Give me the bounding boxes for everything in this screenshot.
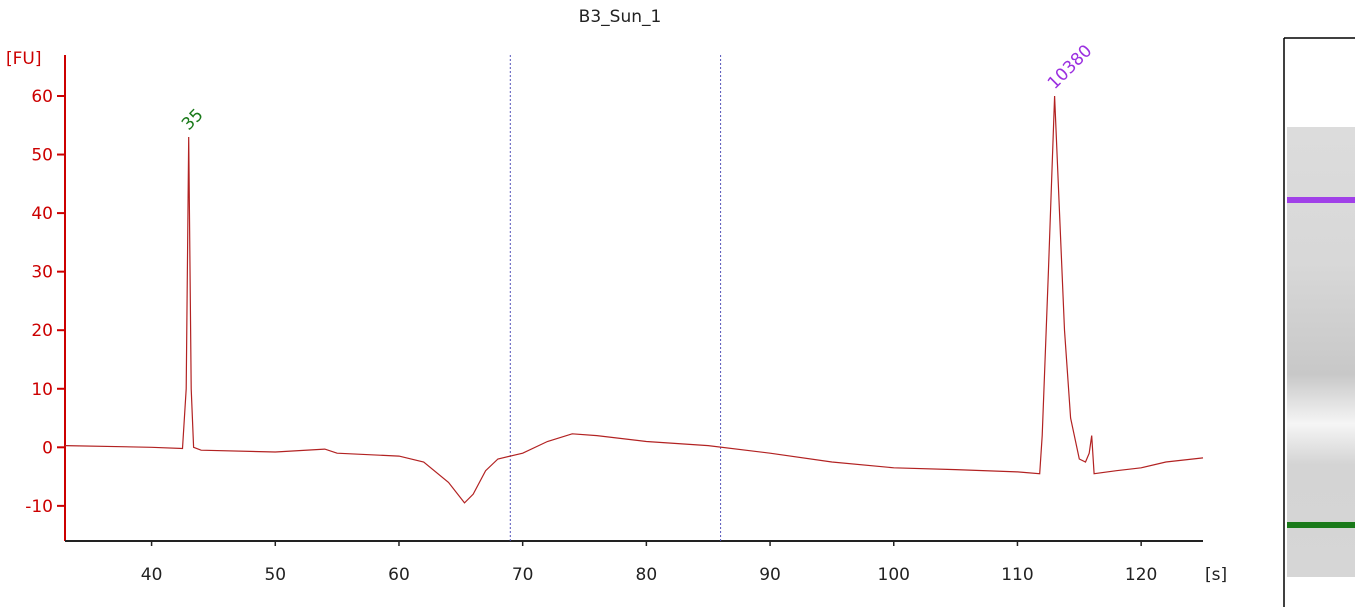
x-tick-label: 120 bbox=[1125, 565, 1157, 585]
x-tick-label: 60 bbox=[388, 565, 410, 585]
x-tick-label: 70 bbox=[512, 565, 534, 585]
x-tick-label: 40 bbox=[141, 565, 163, 585]
peak-label: 35 bbox=[178, 105, 207, 134]
trace bbox=[64, 95, 1204, 504]
y-tick-label: -10 bbox=[25, 497, 53, 517]
y-tick-label: 50 bbox=[31, 146, 53, 166]
x-axis-label: [s] bbox=[1205, 565, 1227, 585]
y-axis-label: [FU] bbox=[6, 49, 42, 69]
y-tick-label: 20 bbox=[31, 321, 53, 341]
y-tick-label: 60 bbox=[31, 87, 53, 107]
y-tick-label: 40 bbox=[31, 204, 53, 224]
peak-label: 10380 bbox=[1044, 41, 1096, 93]
x-tick-label: 110 bbox=[1001, 565, 1033, 585]
x-tick-label: 50 bbox=[264, 565, 286, 585]
y-tick-label: 0 bbox=[42, 438, 53, 458]
x-tick-label: 80 bbox=[636, 565, 658, 585]
gel-lane bbox=[1283, 37, 1355, 607]
chart-title: B3_Sun_1 bbox=[579, 7, 662, 27]
y-tick-label: 30 bbox=[31, 263, 53, 283]
x-tick-label: 100 bbox=[878, 565, 910, 585]
x-tick-label: 90 bbox=[759, 565, 781, 585]
y-tick-label: 10 bbox=[31, 380, 53, 400]
